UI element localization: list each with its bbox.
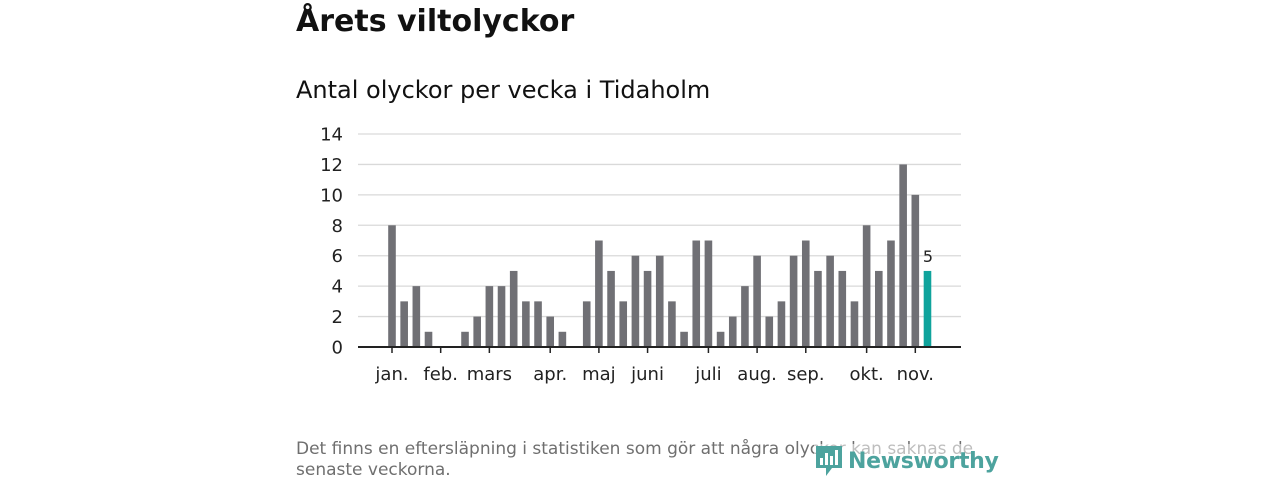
bar [509, 270, 518, 347]
bar [753, 255, 761, 347]
bar [850, 301, 859, 347]
bar [655, 255, 664, 347]
bar [546, 316, 555, 347]
x-tick-label: aug. [737, 364, 777, 385]
bar [388, 225, 396, 347]
x-tick-label: sep. [787, 364, 825, 385]
bar [680, 331, 688, 347]
bar [497, 286, 506, 347]
bar [741, 286, 749, 347]
brand-logo: Newsworthy [814, 444, 999, 478]
x-tick-label: juni [630, 364, 664, 385]
footnote: Det finns en eftersläpning i statistiken… [296, 439, 974, 480]
x-tick-label: feb. [423, 364, 458, 385]
bar [777, 301, 786, 347]
bar [801, 240, 810, 347]
bar [595, 240, 603, 347]
bar [461, 331, 469, 347]
bar [631, 255, 640, 347]
bar [814, 270, 822, 347]
y-tick-label: 0 [332, 338, 343, 359]
x-tick-label: juli [694, 364, 721, 385]
bar-chart: 0 2 4 6 8 10 12 14 5 jan. feb. mars apr. maj juni juli a… [320, 125, 961, 385]
page-title: Årets viltolyckor [296, 4, 575, 39]
brand-name: Newsworthy [848, 448, 999, 474]
bar [826, 255, 834, 347]
bar [424, 331, 433, 347]
bar [875, 270, 883, 347]
y-tick-label: 8 [332, 216, 343, 237]
bar [911, 194, 920, 347]
y-tick-label: 6 [332, 246, 343, 267]
bar [838, 270, 847, 347]
data-label: 5 [923, 247, 933, 266]
bar [534, 301, 542, 347]
bar [522, 301, 530, 347]
x-tick-label: okt. [850, 364, 884, 385]
bar [400, 301, 408, 347]
bar [582, 301, 591, 347]
bar [789, 255, 798, 347]
y-tick-label: 12 [320, 155, 343, 176]
bar [692, 240, 701, 347]
x-tick-label: jan. [374, 364, 408, 385]
y-tick-label: 10 [320, 185, 343, 206]
x-tick-label: maj [582, 364, 616, 385]
x-tick-label: mars [467, 364, 512, 385]
bar [412, 286, 421, 347]
bar [643, 270, 652, 347]
x-tick-label: apr. [533, 364, 567, 385]
bar [728, 316, 737, 347]
bar [704, 240, 713, 347]
bar [765, 316, 774, 347]
bar [619, 301, 628, 347]
y-tick-label: 2 [332, 307, 343, 328]
x-tick-label: nov. [897, 364, 934, 385]
bar [899, 164, 907, 347]
chart-title: Antal olyckor per vecka i Tidaholm [296, 76, 711, 104]
y-tick-label: 4 [332, 277, 343, 298]
newsworthy-logo-icon [816, 446, 842, 476]
y-tick-label: 14 [320, 125, 343, 146]
bar [607, 270, 615, 347]
bar [716, 331, 725, 347]
bar [558, 331, 567, 347]
bar [862, 225, 871, 347]
bar [887, 240, 895, 347]
bar [668, 301, 676, 347]
bar [485, 286, 494, 347]
bar-highlight [923, 270, 932, 347]
bar [473, 316, 481, 347]
